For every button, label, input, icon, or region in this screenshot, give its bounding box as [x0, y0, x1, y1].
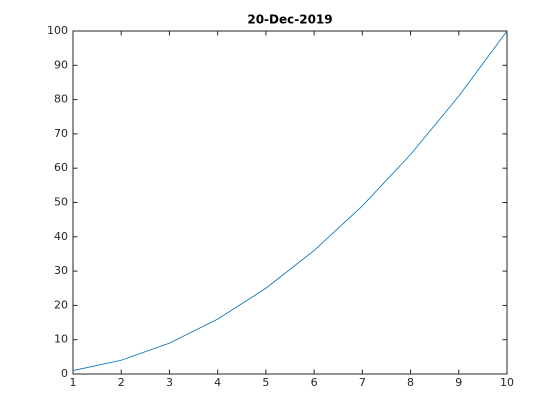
chart-title: 20-Dec-2019 [247, 13, 332, 27]
x-tick-label: 10 [500, 376, 514, 389]
x-tick-label: 7 [359, 376, 366, 389]
axes-box [72, 30, 508, 375]
y-tick-label: 70 [54, 127, 68, 140]
x-tick-label: 5 [262, 376, 269, 389]
y-tick-label: 10 [54, 333, 68, 346]
y-tick-label: 60 [54, 161, 68, 174]
x-tick-label: 3 [166, 376, 173, 389]
x-tick-label: 4 [214, 376, 221, 389]
x-tick-label: 6 [311, 376, 318, 389]
y-tick-label: 50 [54, 196, 68, 209]
y-tick-label: 20 [54, 298, 68, 311]
x-tick-label: 2 [118, 376, 125, 389]
line-series [72, 30, 508, 371]
y-tick-label: 80 [54, 93, 68, 106]
x-tick-label: 8 [407, 376, 414, 389]
x-tick-label: 1 [70, 376, 77, 389]
y-tick-label: 100 [47, 24, 68, 37]
x-tick-label: 9 [455, 376, 462, 389]
y-tick-label: 90 [54, 58, 68, 71]
y-tick-label: 0 [61, 367, 68, 380]
y-tick-label: 30 [54, 264, 68, 277]
y-tick-label: 40 [54, 230, 68, 243]
